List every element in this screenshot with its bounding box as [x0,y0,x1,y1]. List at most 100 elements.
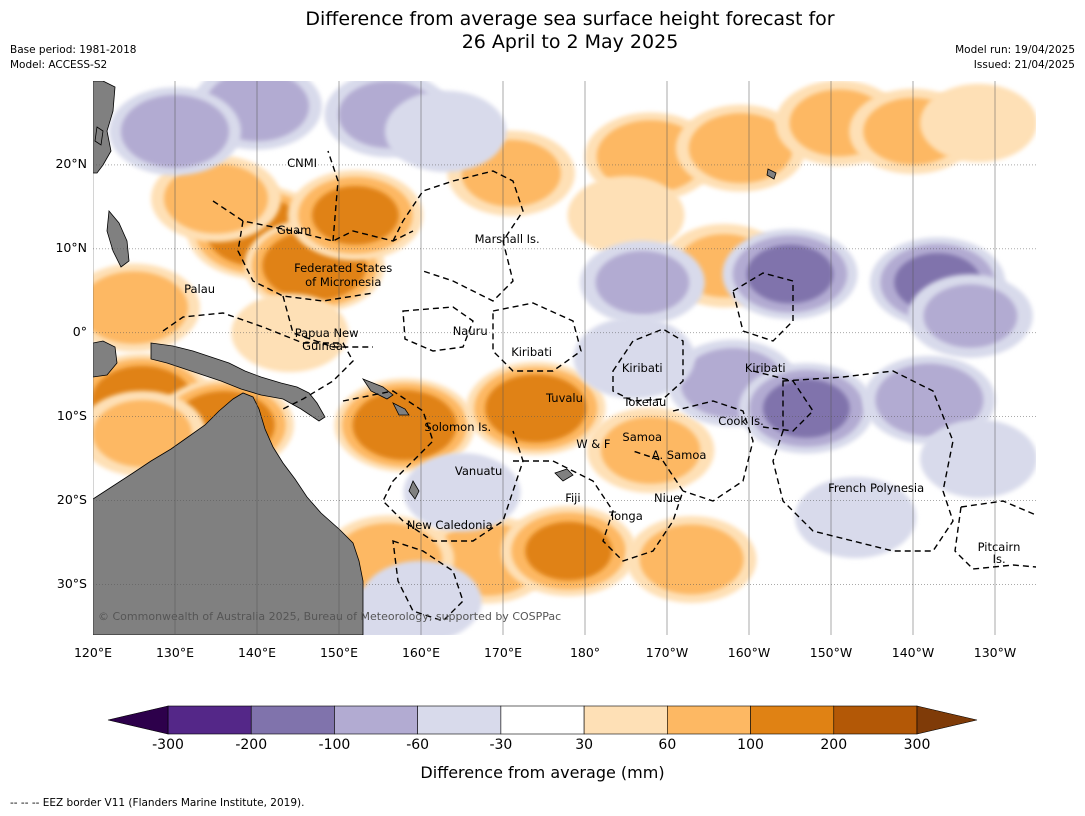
colorbar-tick-label: 200 [820,737,848,753]
place-label: Samoa [622,429,663,444]
place-label: New Caledonia [406,518,493,533]
anomaly-contour-18-1 [688,113,793,184]
anomaly-map [93,81,1036,635]
place-label: Vanuatu [454,464,503,479]
place-label: Palau [184,282,216,297]
anomaly-contour-13-1 [639,524,744,595]
colorbar-tick-label: -100 [318,737,351,753]
colorbar-tick-label: -200 [235,737,268,753]
issued-text: Issued: 21/04/2025 [973,59,1075,71]
anomaly-contour-3-2 [312,185,399,245]
place-label: Nauru [452,324,488,339]
colorbar-tick-label: 30 [575,737,594,753]
philippines [93,81,130,268]
anomaly-contour-33-1 [875,363,984,437]
place-label: Pitcairn [977,539,1021,554]
colorbar-bin [250,705,335,735]
colorbar-bin [750,705,835,735]
lon-tick-label: 130°E [155,645,194,660]
colorbar-extend-low [107,705,169,735]
colorbar-bin [583,705,668,735]
anomaly-contour-2-1 [164,163,268,234]
model-run-text: Model run: 19/04/2025 [955,44,1075,56]
place-label: Cook Is. [718,413,764,428]
eez-footnote: -- -- -- EEZ border V11 (Flanders Marine… [10,797,305,809]
anomaly-contour-37-1 [923,284,1018,348]
eez-french-polynesia [772,370,954,552]
meta-left: Base period: 1981-2018 Model: ACCESS-S2 [10,43,136,73]
place-label: W & F [576,436,611,451]
hawaii [766,168,777,180]
anomaly-contour-32-2 [763,379,850,438]
lon-tick-label: 160°W [727,645,771,660]
place-label: Kiribati [511,345,552,360]
lat-tick-label: 0° [72,323,87,339]
place-label: of Micronesia [305,275,382,290]
fiji [554,468,574,482]
eez-solomon-vanuatu [342,390,524,542]
anomaly-contour-11-2 [525,521,612,581]
place-label: Kiribati [744,361,786,376]
eez-marshall [392,170,524,302]
anomaly-contour-30-1 [595,250,690,315]
graticule [93,81,1036,635]
lon-tick-label: 170°W [645,645,689,660]
lon-tick-label: 150°E [319,645,358,660]
eez-nc [392,539,464,622]
colorbar-extend-high [916,705,978,735]
colorbar-bin [833,705,918,735]
lat-tick-label: 30°S [56,575,87,591]
base-period-text: Base period: 1981-2018 [10,44,137,56]
place-label: Solomon Is. [424,419,492,434]
place-label: Tokelau [623,394,667,409]
place-label: Federated States [294,261,393,276]
anomaly-contour-34-0 [573,317,695,399]
title-line-1: Difference from average sea surface heig… [305,8,835,30]
anomaly-contour-12-1 [600,416,701,484]
place-label: Tonga [609,508,643,523]
australia [93,392,364,635]
anomaly-contour-35-0 [794,476,917,559]
anomaly-contour-21-0 [920,83,1036,163]
lon-tick-label: 140°E [237,645,276,660]
lon-tick-label: 150°W [809,645,853,660]
anomaly-contour-36-0 [920,419,1036,498]
eez-fiji-tonga [513,450,684,562]
eez-kiribati-phoenix [612,328,684,402]
eez-borders [162,150,1036,622]
lon-tick-label: 170°E [483,645,522,660]
colorbar-bin [167,705,252,735]
place-label: Guam [276,222,312,237]
place-label: French Polynesia [828,481,925,496]
colorbar-tick-label: 300 [903,737,931,753]
meta-right: Model run: 19/04/2025 Issued: 21/04/2025 [955,43,1075,73]
place-label: Fiji [565,491,581,506]
eez-cook [672,400,754,502]
copyright-text: © Commonwealth of Australia 2025, Bureau… [98,610,562,623]
place-label: Niue [654,491,681,506]
solomon-islands [361,378,410,416]
title-line-2: 26 April to 2 May 2025 [461,31,679,53]
colorbar-tick-label: 100 [737,737,764,753]
vanuatu-nc [408,480,420,500]
lon-tick-label: 130°W [973,645,1017,660]
lat-tick-label: 10°N [55,239,87,255]
taiwan [94,126,104,146]
anomaly-contour-27-0 [384,90,507,173]
anomaly-contour-9-2 [485,374,587,443]
place-label: Marshall Is. [474,231,540,246]
colorbar-tick-label: -60 [406,737,430,753]
place-label: Tuvalu [546,391,583,406]
place-label: Guinea [302,339,343,354]
model-text: Model: ACCESS-S2 [10,59,108,71]
land-masses [93,81,777,635]
colorbar-bin [500,705,585,735]
lon-tick-label: 180° [569,645,601,660]
anomaly-contour-23-0 [231,293,349,373]
colorbar-tick-label: -300 [152,737,184,753]
colorbar-bin [417,705,502,735]
colorbar-tick-label: -30 [489,737,513,753]
lon-tick-label: 160°E [401,645,440,660]
place-label: Is. [992,552,1006,567]
anomaly-contour-28-2 [746,244,834,304]
